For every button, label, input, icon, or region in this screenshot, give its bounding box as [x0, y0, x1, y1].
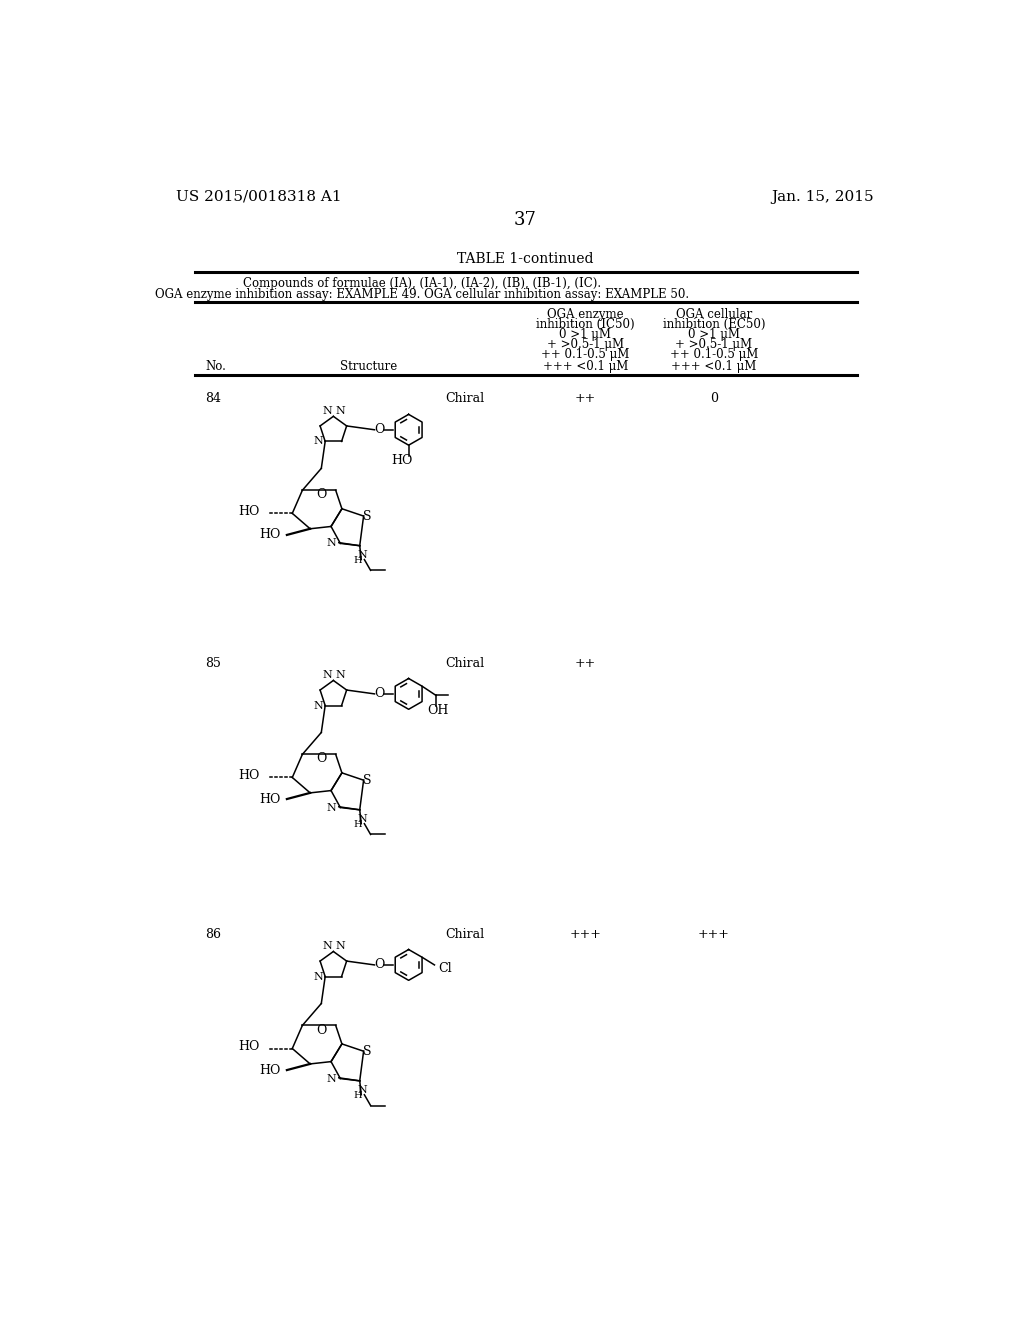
- Text: S: S: [364, 1044, 372, 1057]
- Text: O: O: [316, 752, 327, 766]
- Text: +++ <0.1 μM: +++ <0.1 μM: [543, 360, 628, 372]
- Text: HO: HO: [259, 1064, 281, 1077]
- Text: Compounds of formulae (IA), (IA-1), (IA-2), (IB), (IB-1), (IC).: Compounds of formulae (IA), (IA-1), (IA-…: [244, 277, 601, 289]
- Text: N: N: [314, 437, 324, 446]
- Text: N: N: [327, 1073, 336, 1084]
- Text: OGA cellular: OGA cellular: [676, 308, 752, 321]
- Text: 85: 85: [206, 657, 221, 671]
- Text: O: O: [316, 488, 327, 502]
- Text: N: N: [358, 814, 368, 825]
- Text: 37: 37: [513, 211, 537, 228]
- Text: 0 >1 μM: 0 >1 μM: [688, 329, 740, 342]
- Text: HO: HO: [239, 504, 260, 517]
- Text: 0: 0: [710, 392, 718, 405]
- Text: 84: 84: [206, 392, 221, 405]
- Text: N: N: [336, 669, 345, 680]
- Text: N: N: [314, 972, 324, 982]
- Text: 0 >1 μM: 0 >1 μM: [559, 329, 611, 342]
- Text: 86: 86: [206, 928, 221, 941]
- Text: N: N: [323, 941, 333, 950]
- Text: S: S: [364, 510, 372, 523]
- Text: OGA enzyme inhibition assay: EXAMPLE 49. OGA cellular inhibition assay: EXAMPLE : OGA enzyme inhibition assay: EXAMPLE 49.…: [156, 288, 689, 301]
- Text: TABLE 1-continued: TABLE 1-continued: [457, 252, 593, 265]
- Text: N: N: [336, 941, 345, 950]
- Text: H: H: [354, 556, 362, 565]
- Text: No.: No.: [206, 360, 226, 372]
- Text: ++ 0.1-0.5 μM: ++ 0.1-0.5 μM: [670, 348, 758, 362]
- Text: N: N: [314, 701, 324, 710]
- Text: + >0.5-1 μM: + >0.5-1 μM: [547, 338, 624, 351]
- Text: N: N: [358, 1085, 368, 1096]
- Text: + >0.5-1 μM: + >0.5-1 μM: [676, 338, 753, 351]
- Text: inhibition (IC50): inhibition (IC50): [536, 318, 635, 331]
- Text: HO: HO: [239, 1040, 260, 1053]
- Text: Chiral: Chiral: [444, 657, 484, 671]
- Text: +++: +++: [569, 928, 601, 941]
- Text: HO: HO: [259, 528, 281, 541]
- Text: ++ 0.1-0.5 μM: ++ 0.1-0.5 μM: [541, 348, 630, 362]
- Text: N: N: [336, 405, 345, 416]
- Text: HO: HO: [392, 454, 413, 467]
- Text: O: O: [374, 958, 384, 972]
- Text: Chiral: Chiral: [444, 928, 484, 941]
- Text: N: N: [358, 550, 368, 561]
- Text: ++: ++: [574, 657, 596, 671]
- Text: N: N: [327, 539, 336, 548]
- Text: OH: OH: [427, 705, 449, 717]
- Text: O: O: [316, 1023, 327, 1036]
- Text: ++: ++: [574, 392, 596, 405]
- Text: HO: HO: [239, 768, 260, 781]
- Text: O: O: [374, 424, 384, 437]
- Text: +++ <0.1 μM: +++ <0.1 μM: [671, 360, 757, 372]
- Text: Jan. 15, 2015: Jan. 15, 2015: [771, 190, 873, 203]
- Text: H: H: [354, 820, 362, 829]
- Text: Cl: Cl: [438, 961, 452, 974]
- Text: Chiral: Chiral: [444, 392, 484, 405]
- Text: N: N: [323, 669, 333, 680]
- Text: OGA enzyme: OGA enzyme: [547, 308, 624, 321]
- Text: HO: HO: [259, 792, 281, 805]
- Text: O: O: [374, 688, 384, 701]
- Text: N: N: [327, 803, 336, 813]
- Text: H: H: [354, 1092, 362, 1100]
- Text: US 2015/0018318 A1: US 2015/0018318 A1: [176, 190, 342, 203]
- Text: inhibition (EC50): inhibition (EC50): [663, 318, 765, 331]
- Text: Structure: Structure: [340, 360, 397, 372]
- Text: +++: +++: [698, 928, 730, 941]
- Text: S: S: [364, 774, 372, 787]
- Text: N: N: [323, 405, 333, 416]
